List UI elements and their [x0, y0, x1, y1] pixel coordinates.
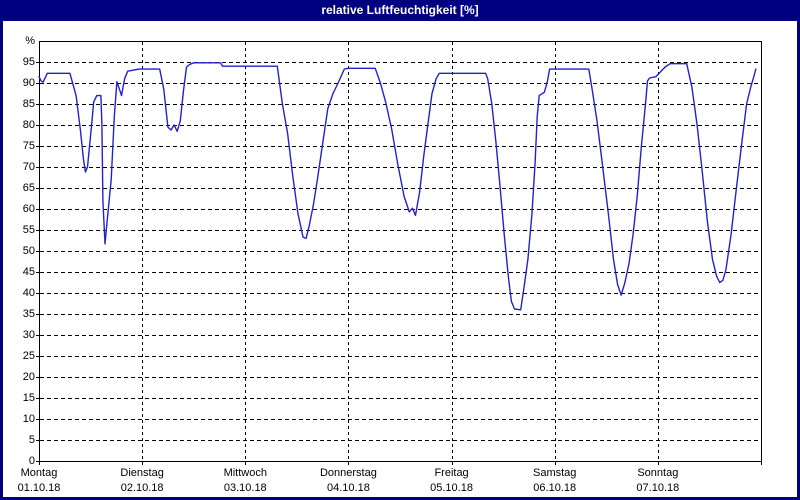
- y-axis-label: 45: [22, 266, 35, 278]
- y-axis-label: 85: [22, 98, 35, 110]
- humidity-line-chart: [36, 41, 762, 465]
- y-axis-label: 35: [22, 308, 35, 320]
- y-axis-label: 90: [22, 77, 35, 89]
- x-axis-weekday-label: Freitag: [434, 467, 469, 479]
- y-axis-label: 60: [22, 203, 35, 215]
- plot-frame: [39, 41, 762, 462]
- y-axis-label: 55: [22, 224, 35, 236]
- x-axis-date-label: 02.10.18: [120, 482, 164, 494]
- y-axis-label: 20: [22, 371, 35, 383]
- y-axis-label: 80: [22, 119, 35, 131]
- x-axis-weekday-label: Sonntag: [637, 467, 679, 479]
- y-axis-label: 50: [22, 245, 35, 257]
- y-axis-label: 5: [28, 434, 35, 446]
- y-axis-label: 15: [22, 392, 35, 404]
- x-axis-weekday-label: Samstag: [532, 467, 577, 479]
- y-axis-label: 75: [22, 140, 35, 152]
- x-axis-weekday-label: Dienstag: [120, 467, 164, 479]
- x-axis-date-label: 06.10.18: [533, 482, 577, 494]
- x-axis-weekday-label: Mittwoch: [223, 467, 267, 479]
- window-title-bar: relative Luftfeuchtigkeit [%]: [0, 0, 800, 21]
- y-axis-label: 95: [22, 56, 35, 68]
- y-axis-label: 10: [22, 413, 35, 425]
- y-axis-label: 30: [22, 329, 35, 341]
- x-axis-date-label: 03.10.18: [223, 482, 267, 494]
- window-title: relative Luftfeuchtigkeit [%]: [321, 3, 479, 17]
- x-axis-date-label: 05.10.18: [430, 482, 473, 494]
- y-axis-unit-label: %: [25, 35, 35, 47]
- x-axis-date-label: 04.10.18: [327, 482, 370, 494]
- humidity-line: [38, 62, 757, 311]
- chart-panel: % 0 5 10 15 20 25 30 35 40 45 50 55 60 65 70 75 80 85 90 95 M…: [3, 21, 797, 497]
- y-axis-label: 0: [28, 455, 35, 467]
- y-axis-label: 40: [22, 287, 35, 299]
- y-axis-label: 70: [22, 161, 35, 173]
- x-axis-weekday-label: Donnerstag: [319, 467, 377, 479]
- x-axis-date-label: 07.10.18: [636, 482, 680, 494]
- x-axis-date-label: 01.10.18: [17, 482, 61, 494]
- x-axis-weekday-label: Montag: [20, 467, 58, 479]
- y-axis-label: 25: [22, 350, 35, 362]
- y-axis-label: 65: [22, 182, 35, 194]
